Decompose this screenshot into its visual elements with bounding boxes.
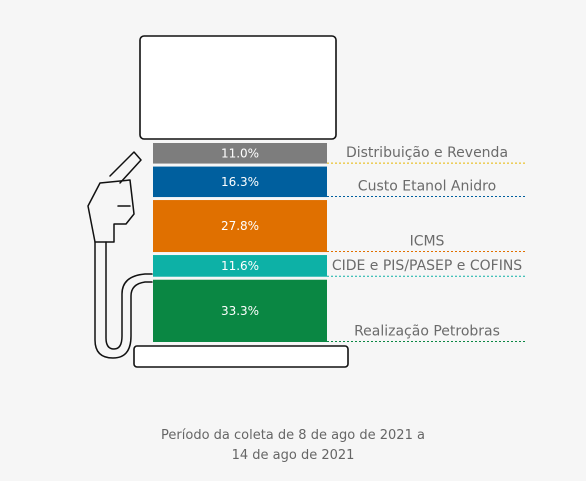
value-label-cide-e-pis-pasep-e-cofins: 11.6%: [221, 259, 259, 273]
segment-label-custo-etanol-anidro: Custo Etanol Anidro: [358, 179, 496, 195]
leader-lines: [327, 162, 527, 342]
bar-segment-distribuicao-e-revenda: [153, 143, 327, 164]
value-label-realizacao-petrobras: 33.3%: [221, 304, 259, 318]
bar-segment-cide-e-pis-pasep-e-cofins: [153, 255, 327, 277]
segment-label-realizacao-petrobras: Realização Petrobras: [354, 324, 500, 340]
collection-period-line-2: 14 de ago de 2021: [231, 448, 355, 463]
segment-label-cide-e-pis-pasep-e-cofins: CIDE e PIS/PASEP e COFINS: [332, 258, 522, 274]
stacked-bar-segments: 33.3% 11.6% 27.8% 16.3% 11.0%: [153, 143, 327, 342]
collection-period-line-1: Período da coleta de 8 de ago de 2021 a: [161, 428, 425, 443]
pump-base: [133, 345, 349, 368]
bar-segment-realizacao-petrobras: [153, 279, 327, 342]
pump-display-box: [139, 35, 337, 140]
segment-labels: Realização Petrobras CIDE e PIS/PASEP e C…: [332, 145, 522, 339]
value-label-distribuicao-e-revenda: 11.0%: [221, 146, 259, 160]
bar-segment-icms: [153, 200, 327, 253]
segment-label-icms: ICMS: [410, 234, 445, 250]
bar-segment-custo-etanol-anidro: [153, 166, 327, 198]
segment-label-distribuicao-e-revenda: Distribuição e Revenda: [346, 145, 508, 161]
value-label-icms: 27.8%: [221, 219, 259, 233]
value-label-custo-etanol-anidro: 16.3%: [221, 175, 259, 189]
fuel-nozzle-icon: [87, 151, 153, 359]
